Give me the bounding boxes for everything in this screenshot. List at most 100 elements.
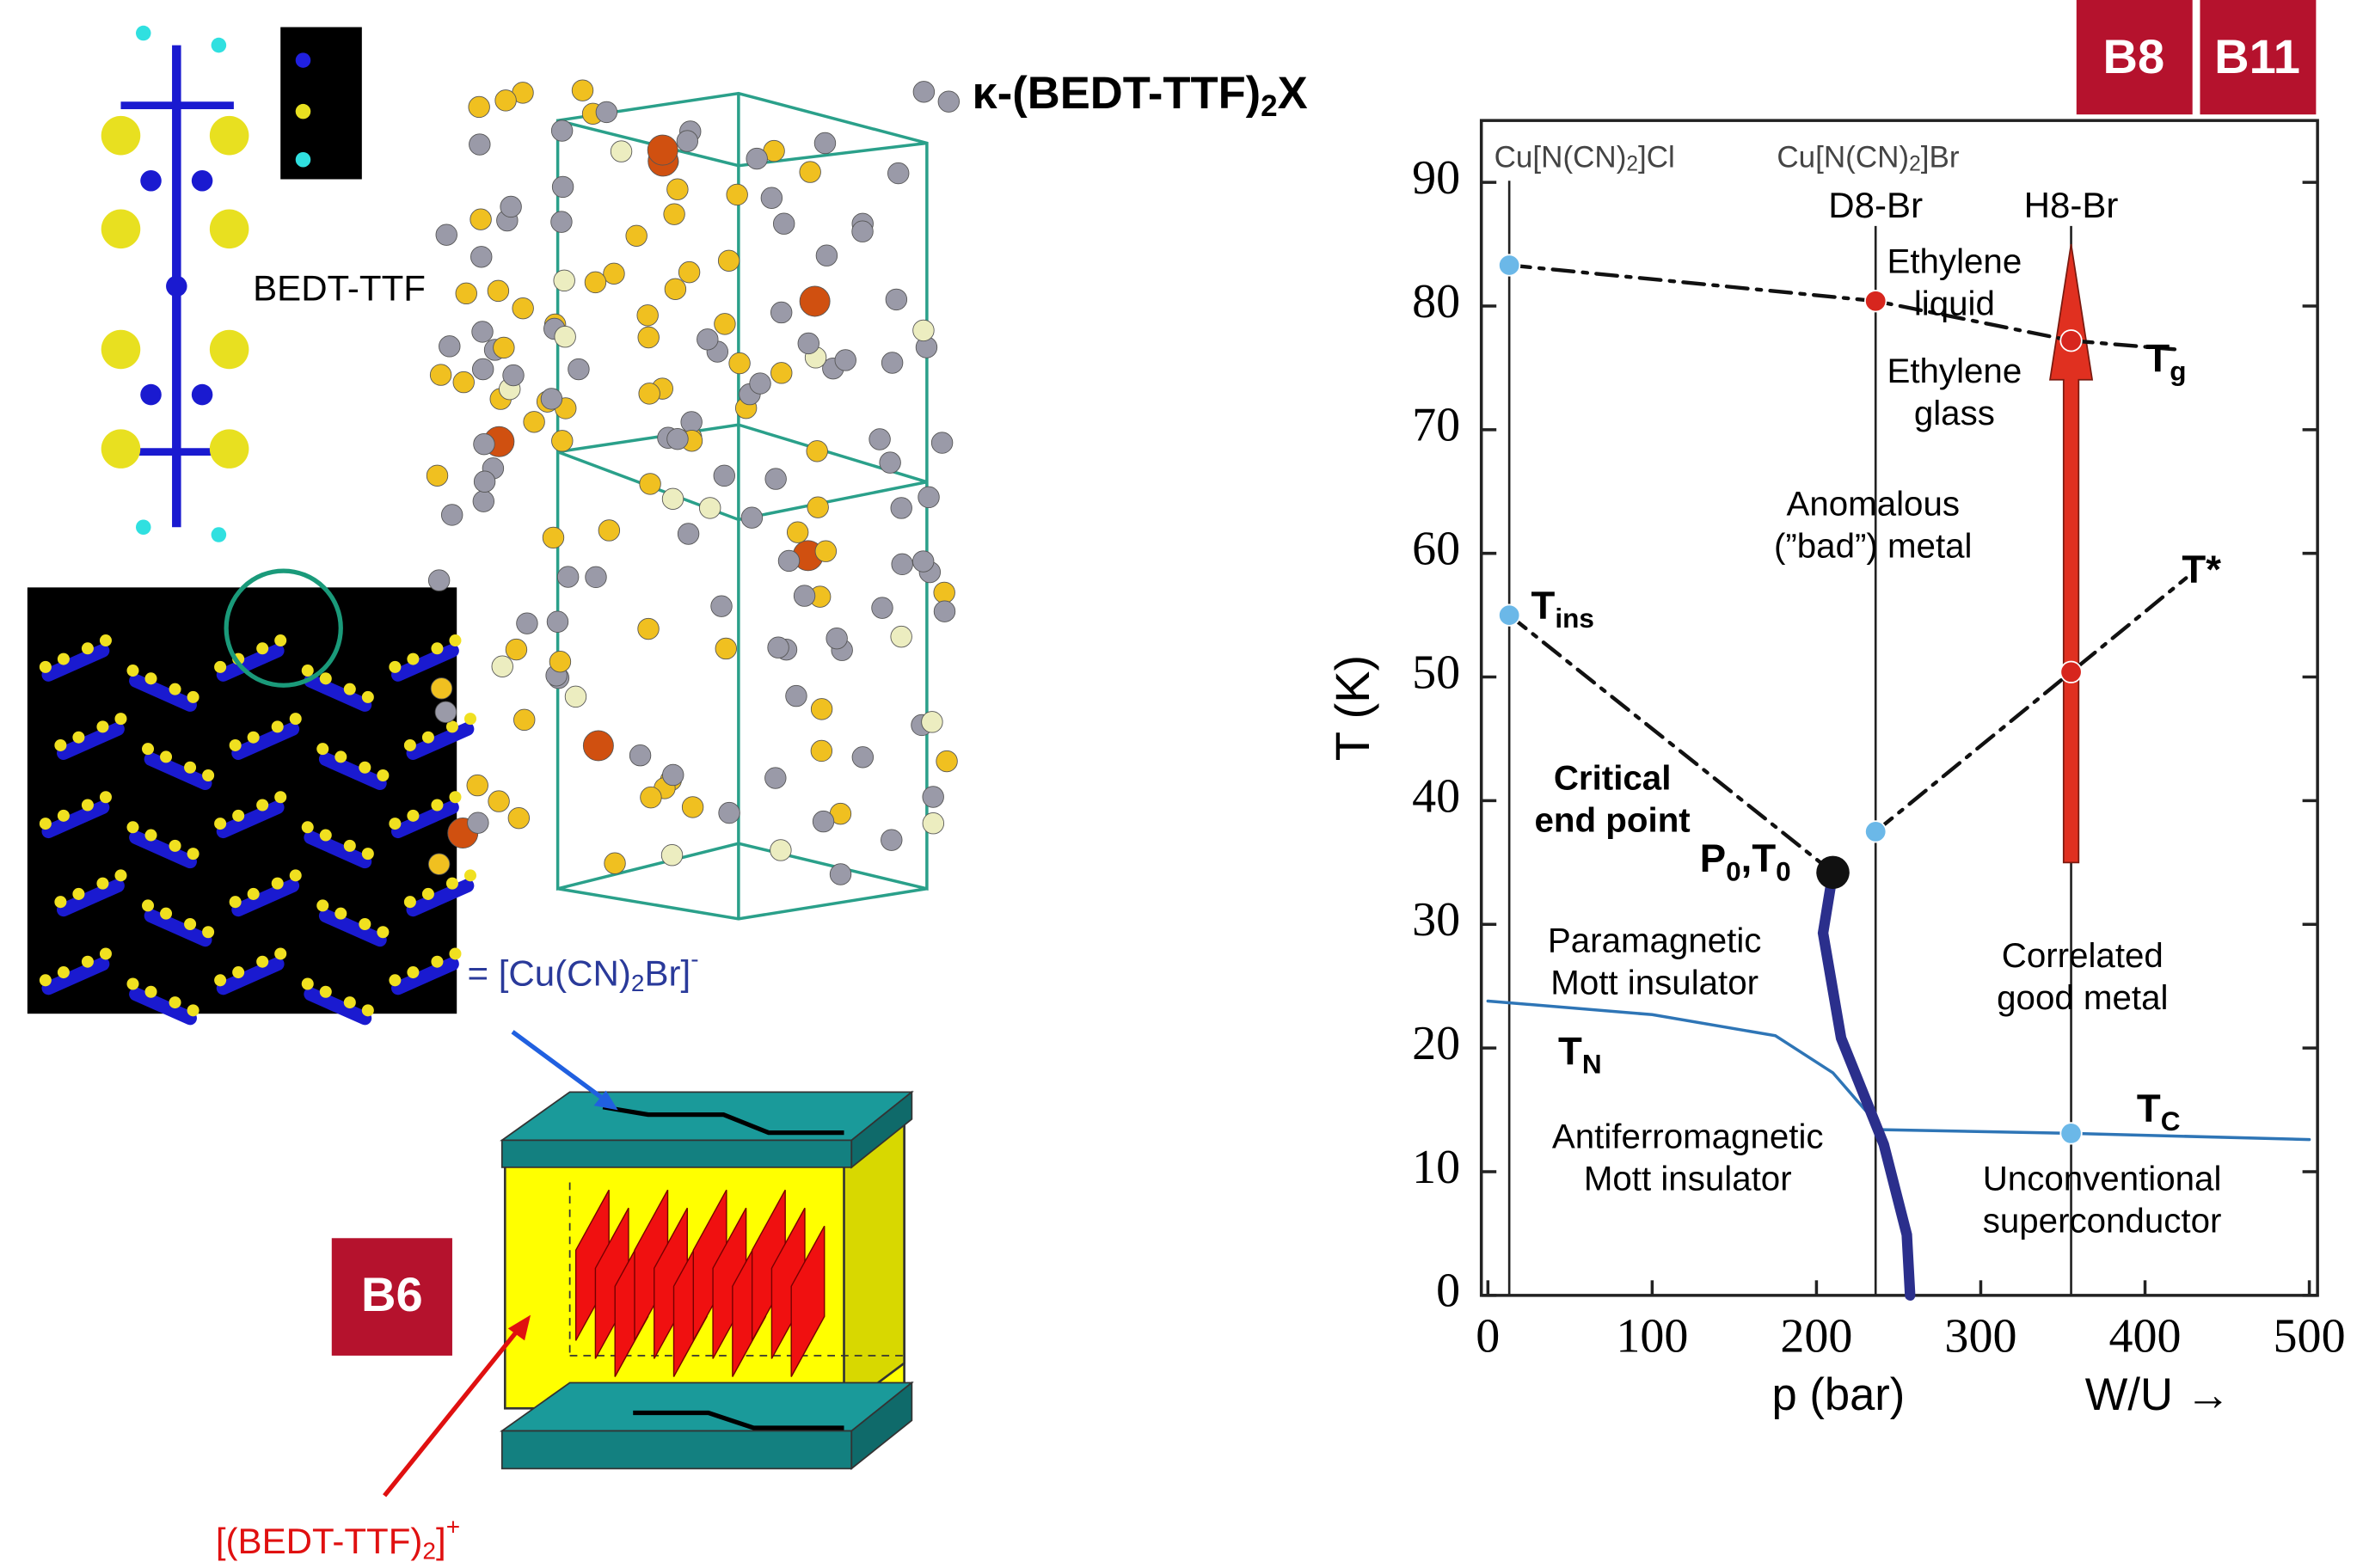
atom <box>852 221 874 242</box>
sulfur <box>114 869 126 881</box>
atom <box>470 134 491 156</box>
atom <box>551 211 573 233</box>
text-part: [(BEDT-TTF) <box>216 1521 423 1561</box>
text-part: κ-(BEDT-TTF) <box>972 68 1261 119</box>
sulfur <box>274 947 286 959</box>
atom <box>913 320 935 341</box>
atom <box>549 651 571 672</box>
text-part: T* <box>2182 548 2221 591</box>
atom <box>711 596 733 617</box>
sulfur <box>256 799 268 811</box>
atom <box>101 429 141 469</box>
atom <box>667 428 689 450</box>
point <box>1499 604 1520 626</box>
sulfur <box>290 869 302 881</box>
atom <box>439 336 461 358</box>
curve-label: TN <box>1558 1030 1602 1080</box>
atom <box>922 712 943 733</box>
sulfur <box>256 642 268 654</box>
subscript: 2 <box>1626 153 1638 176</box>
sulfur <box>142 743 154 755</box>
atom <box>210 116 249 156</box>
sulfur <box>335 908 347 920</box>
atom-key-dot <box>296 52 311 68</box>
atom <box>506 639 527 660</box>
sulfur <box>114 713 126 725</box>
atom <box>467 775 488 796</box>
atom <box>555 326 576 347</box>
sulfur <box>362 691 374 703</box>
sulfur <box>214 974 226 986</box>
atom <box>605 853 626 874</box>
atom <box>552 431 574 452</box>
sulfur <box>320 830 332 842</box>
page: { "labels": { "title": ["κ-(BEDT-TTF)", … <box>0 0 2363 1568</box>
sulfur <box>82 956 94 968</box>
curve-label: TC <box>2137 1087 2181 1136</box>
sulfur <box>274 634 286 646</box>
sulfur <box>359 918 371 930</box>
sulfur <box>302 978 314 990</box>
atom <box>639 383 660 405</box>
atom <box>811 740 832 762</box>
region-label: glass <box>1914 394 1995 432</box>
sulfur <box>160 750 172 763</box>
atom <box>470 247 492 268</box>
atom <box>453 371 475 393</box>
sulfur <box>256 956 268 968</box>
sulfur <box>145 672 157 684</box>
atom <box>500 196 522 217</box>
text-part: ]Cl <box>1638 141 1675 175</box>
atom <box>667 179 689 200</box>
phase-line <box>1488 1001 1882 1130</box>
atom <box>786 685 807 707</box>
atom <box>682 797 703 818</box>
atom <box>565 686 586 707</box>
sulfur <box>187 691 199 703</box>
phase-diagram: 01020304050607080900100200300400500p (ba… <box>1325 141 2346 1420</box>
atom <box>598 520 620 542</box>
sulfur <box>248 888 260 900</box>
sulfur <box>422 732 434 744</box>
atom <box>787 522 808 543</box>
sulfur <box>54 896 66 908</box>
sulfur <box>40 661 52 673</box>
sulfur <box>344 683 356 695</box>
anion-layer <box>502 1140 852 1167</box>
atom <box>770 840 792 861</box>
sulfur <box>230 896 242 908</box>
atom <box>640 474 661 495</box>
atom <box>641 787 662 808</box>
atom <box>101 330 141 370</box>
atom <box>826 628 848 649</box>
sulfur <box>407 966 419 978</box>
y-tick-label: 0 <box>1436 1265 1460 1318</box>
subscript: ins <box>1555 603 1594 634</box>
atom <box>936 750 958 772</box>
y-tick-label: 20 <box>1412 1017 1460 1070</box>
atom <box>816 245 838 266</box>
curve-label: T* <box>2182 548 2221 591</box>
atom <box>741 507 763 529</box>
sulfur <box>335 750 347 763</box>
atom <box>770 302 792 323</box>
sulfur <box>320 672 332 684</box>
sulfur <box>404 739 416 751</box>
atom <box>513 709 535 731</box>
sulfur <box>344 840 356 852</box>
atom <box>913 82 935 103</box>
sulfur <box>187 848 199 860</box>
sulfur <box>316 743 328 755</box>
sulfur <box>145 830 157 842</box>
atom <box>715 314 736 335</box>
sulfur <box>100 947 112 959</box>
sulfur <box>446 878 458 890</box>
atom <box>101 116 141 156</box>
atom <box>664 204 685 225</box>
subscript: C <box>2161 1106 2181 1136</box>
atom <box>648 135 678 165</box>
atom <box>488 791 510 812</box>
sulfur <box>359 762 371 774</box>
sulfur <box>58 653 70 665</box>
atom <box>638 618 660 640</box>
